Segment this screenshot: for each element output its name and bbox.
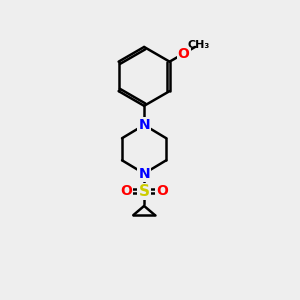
Text: O: O xyxy=(120,184,132,198)
Text: CH₃: CH₃ xyxy=(187,40,210,50)
Text: O: O xyxy=(178,46,190,61)
Text: O: O xyxy=(156,184,168,198)
Text: N: N xyxy=(138,167,150,181)
Text: N: N xyxy=(138,118,150,132)
Text: S: S xyxy=(139,184,150,199)
